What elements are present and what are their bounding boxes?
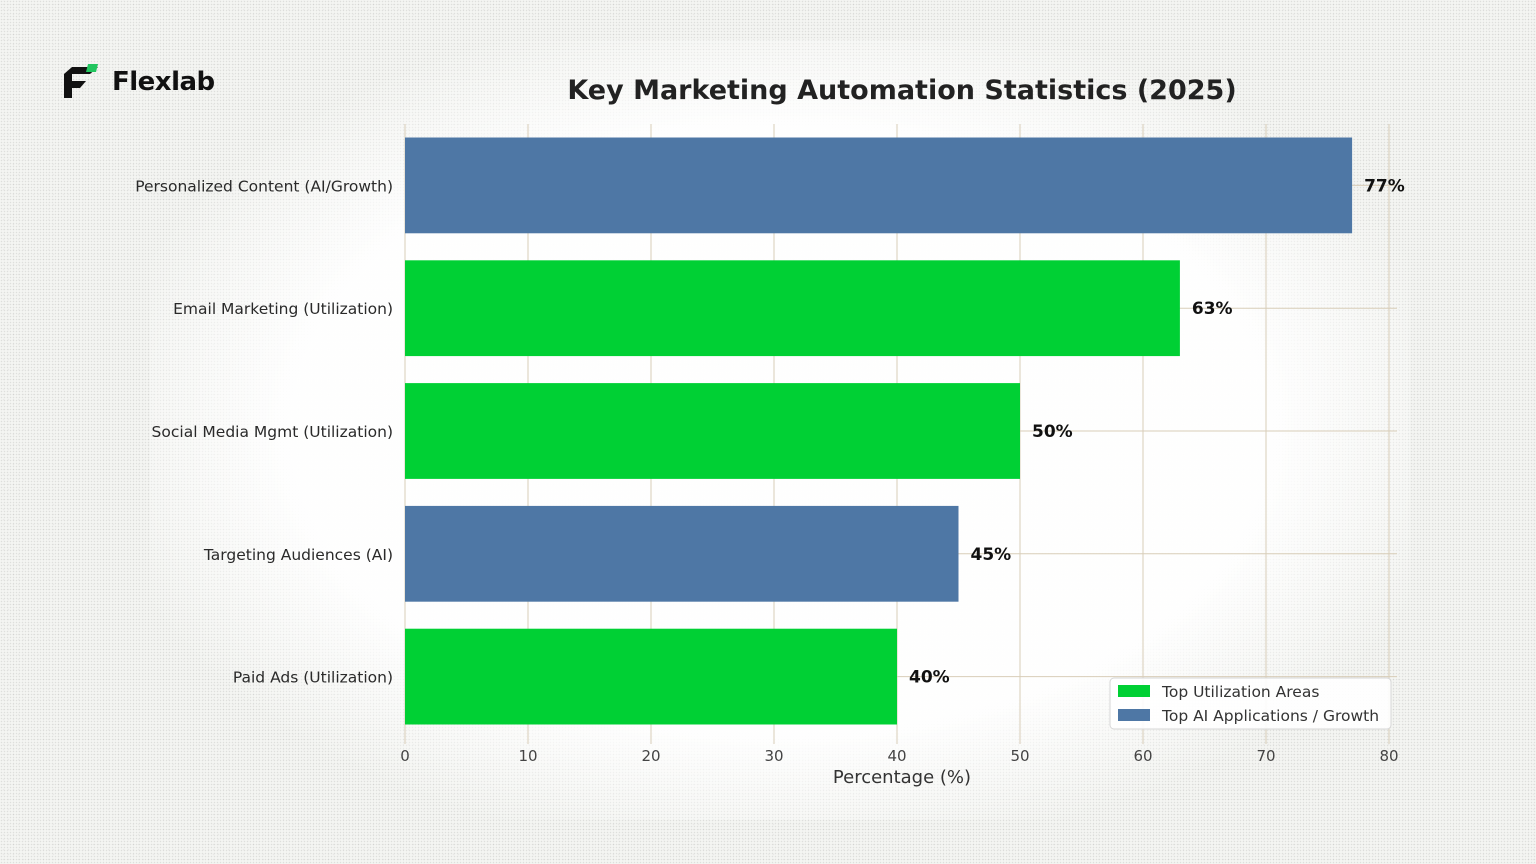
x-tick-label: 80 [1379,747,1398,765]
x-tick-label: 60 [1133,747,1152,765]
legend-swatch [1118,685,1150,697]
legend-swatch [1118,709,1150,721]
x-tick-label: 20 [641,747,660,765]
data-label: 40% [909,668,950,688]
flexlab-logo-icon [64,64,98,98]
bar [405,137,1353,234]
data-label: 77% [1364,176,1405,196]
category-label: Personalized Content (AI/Growth) [135,177,393,195]
brand-logo: Flexlab [62,64,215,100]
data-label: 50% [1032,422,1073,442]
x-tick-label: 10 [518,747,537,765]
bar [405,383,1020,479]
category-label: Email Marketing (Utilization) [173,300,393,318]
data-label: 63% [1192,299,1233,319]
x-axis-ticks: 0 10 20 30 40 50 60 70 80 [400,747,1398,765]
category-label: Targeting Audiences (AI) [203,546,393,564]
bar [405,505,959,602]
x-tick-label: 40 [887,747,906,765]
x-tick-label: 30 [764,747,783,765]
brand-name: Flexlab [112,67,215,97]
bar [405,628,897,725]
chart-title: Key Marketing Automation Statistics (202… [567,75,1236,106]
legend-entry-label: Top Utilization Areas [1161,683,1319,701]
legend-entry-label: Top AI Applications / Growth [1161,707,1379,725]
x-tick-label: 50 [1010,747,1029,765]
category-label: Paid Ads (Utilization) [233,669,393,687]
data-label: 45% [971,545,1012,565]
x-tick-label: 0 [400,747,410,765]
legend-box [1109,677,1392,730]
category-labels: Personalized Content (AI/Growth) Email Ma… [135,177,393,686]
bar [405,260,1180,357]
x-tick-label: 70 [1256,747,1275,765]
data-labels: 77% 63% 50% 45% 40% [909,176,1405,687]
chart-bars [405,137,1353,725]
x-axis-label: Percentage (%) [833,767,971,788]
chart-legend: Top Utilization Areas Top AI Applications… [1109,677,1392,730]
category-label: Social Media Mgmt (Utilization) [152,423,393,441]
